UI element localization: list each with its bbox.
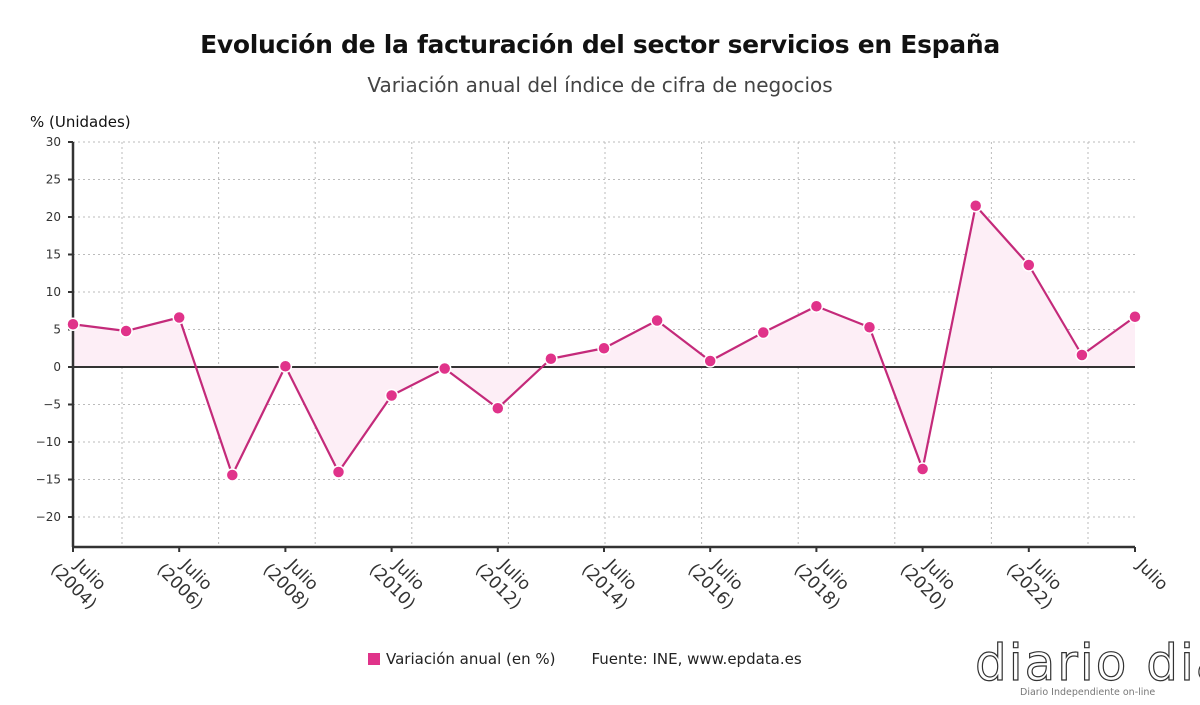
y-tick-label: 10 [46, 285, 61, 299]
data-point [809, 299, 824, 313]
x-tick-label: Julio(2012) [471, 555, 534, 614]
x-tick-label: Julio(2006) [153, 555, 216, 614]
y-tick-labels: 30 25 20 15 10 5 0 −5 −10 −15 −20 [36, 135, 61, 524]
data-point [172, 310, 186, 325]
x-tick-label: Julio(2004) [46, 555, 109, 614]
legend: Variación anual (en %) Fuente: INE, www.… [368, 650, 802, 668]
area-fill [73, 205, 1135, 475]
data-point [862, 320, 877, 334]
watermark-tagline: Diario Independiente on-line [1020, 687, 1156, 698]
watermark-logo: diario dia Diario Independiente on-line [974, 633, 1200, 700]
y-tick-label: 15 [46, 248, 61, 262]
y-tick-label: 5 [53, 323, 61, 337]
data-point [66, 317, 80, 331]
y-tick-label: −20 [36, 510, 61, 524]
x-tick-label: Julio(2010) [365, 555, 428, 614]
x-tick-labels: Julio(2004) Julio(2006) Julio(2008) Julio(2… [46, 555, 1172, 614]
data-point [225, 468, 240, 482]
data-points [66, 199, 1142, 482]
legend-label: Variación anual (en %) [386, 650, 556, 668]
y-tick-label: 20 [46, 210, 61, 224]
data-point [650, 313, 664, 328]
data-point [1075, 348, 1089, 362]
data-point [331, 465, 346, 479]
data-point [915, 462, 930, 476]
x-tick-label: Julio(2016) [684, 555, 747, 614]
data-point [1128, 310, 1142, 324]
y-tick-label: 30 [46, 135, 61, 149]
data-point [119, 324, 133, 338]
source-label: Fuente: INE, www.epdata.es [591, 650, 802, 668]
x-tick-label: Julio(2020) [896, 555, 959, 614]
chart-title: Evolución de la facturación del sector s… [200, 30, 1000, 59]
data-point [491, 401, 505, 415]
data-point [437, 361, 452, 376]
data-point [1022, 258, 1036, 272]
y-tick-label: −15 [36, 473, 61, 487]
y-tick-label: −5 [43, 398, 61, 412]
area-path [73, 205, 1135, 475]
x-tick-label: Julio(2022) [1002, 555, 1065, 614]
x-tick-label: Julio [1132, 555, 1172, 595]
x-tick-label: Julio(2014) [577, 555, 640, 614]
y-axis-label: % (Unidades) [30, 113, 131, 131]
data-point [384, 388, 399, 403]
y-tick-label: −10 [36, 435, 61, 449]
data-point [968, 199, 983, 213]
data-point [544, 352, 558, 366]
legend-swatch [368, 653, 380, 665]
x-tick-label-month: Julio [1132, 555, 1172, 595]
x-tick-label: Julio(2008) [259, 555, 322, 614]
y-tick-label: 0 [53, 360, 61, 374]
watermark-name: diario dia [974, 633, 1200, 692]
x-tick-label: Julio(2018) [790, 555, 853, 614]
data-point [756, 325, 771, 340]
y-tick-label: 25 [46, 173, 61, 187]
chart-subtitle: Variación anual del índice de cifra de n… [367, 73, 833, 97]
data-point [278, 359, 293, 373]
data-point [597, 341, 611, 355]
data-point [703, 354, 717, 368]
